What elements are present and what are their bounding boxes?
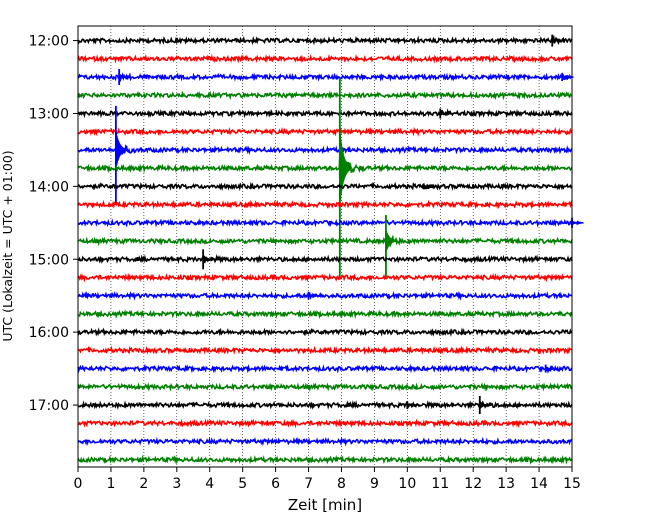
x-tick-label: 12	[464, 476, 482, 492]
x-tick-label: 14	[530, 476, 548, 492]
trace-16	[77, 327, 573, 337]
trace-6-coda-0	[115, 130, 128, 169]
y-tick-label: 12:00	[29, 34, 69, 50]
trace-14	[77, 290, 573, 301]
trace-12-coda-0	[202, 254, 216, 264]
seismic-traces	[77, 34, 584, 465]
x-tick-label: 7	[304, 476, 313, 492]
trace-9	[77, 199, 573, 210]
trace-2	[77, 72, 573, 83]
x-tick-label: 1	[106, 476, 115, 492]
trace-19	[77, 382, 573, 393]
x-tick-label: 3	[172, 476, 181, 492]
trace-8	[77, 181, 573, 192]
trace-4	[77, 108, 573, 119]
trace-23	[77, 454, 573, 465]
trace-0	[77, 34, 573, 46]
y-tick-label: 15:00	[29, 252, 69, 268]
trace-7-coda-0	[339, 127, 352, 206]
x-tick-label: 6	[271, 476, 280, 492]
trace-10-coda-0	[571, 220, 584, 226]
x-axis-ticks: 0 1 2 3 4 5 6 7 8 9 10 11 12 13 14 15	[74, 467, 581, 492]
trace-20-coda-1	[479, 400, 492, 409]
trace-18	[77, 363, 573, 374]
x-tick-label: 9	[370, 476, 379, 492]
trace-11-coda-0	[385, 229, 399, 252]
x-tick-label: 2	[139, 476, 148, 492]
x-tick-label: 15	[563, 476, 581, 492]
x-tick-label: 0	[74, 476, 83, 492]
x-axis-label: Zeit [min]	[288, 496, 362, 514]
trace-7	[77, 148, 573, 177]
trace-15	[77, 309, 573, 320]
trace-21	[78, 418, 573, 429]
trace-11	[77, 234, 573, 248]
y-tick-label: 13:00	[29, 106, 69, 122]
trace-20	[77, 400, 573, 410]
trace-5	[77, 126, 573, 137]
trace-18-coda-0	[545, 366, 558, 372]
y-tick-label: 14:00	[29, 179, 69, 195]
trace-0-coda-0	[551, 37, 565, 44]
trace-8-coda-0	[423, 183, 436, 190]
x-tick-label: 8	[337, 476, 346, 492]
trace-4-coda-0	[439, 110, 453, 117]
grid-lines	[110, 26, 540, 467]
x-tick-label: 4	[205, 476, 214, 492]
x-tick-label: 11	[431, 476, 449, 492]
y-tick-label: 16:00	[29, 325, 69, 341]
y-axis-label: UTC (Lokalzeit = UTC + 01:00)	[0, 150, 15, 341]
y-tick-label: 17:00	[29, 398, 69, 414]
trace-3	[77, 90, 573, 101]
trace-22	[77, 436, 573, 447]
trace-10	[77, 217, 573, 228]
trace-2-coda-0	[118, 73, 132, 81]
trace-13	[77, 272, 573, 283]
x-tick-label: 10	[398, 476, 416, 492]
trace-12	[77, 253, 573, 265]
x-tick-label: 13	[497, 476, 515, 492]
x-tick-label: 5	[238, 476, 247, 492]
plot-frame	[77, 25, 573, 468]
trace-17	[77, 345, 573, 355]
y-axis-ticks: 12:00 13:00 14:00 15:00 16:00 17:00	[29, 34, 78, 414]
trace-6	[77, 144, 573, 160]
trace-14-coda-0	[307, 293, 321, 299]
trace-1	[77, 53, 573, 64]
trace-20-coda-0	[406, 402, 420, 408]
